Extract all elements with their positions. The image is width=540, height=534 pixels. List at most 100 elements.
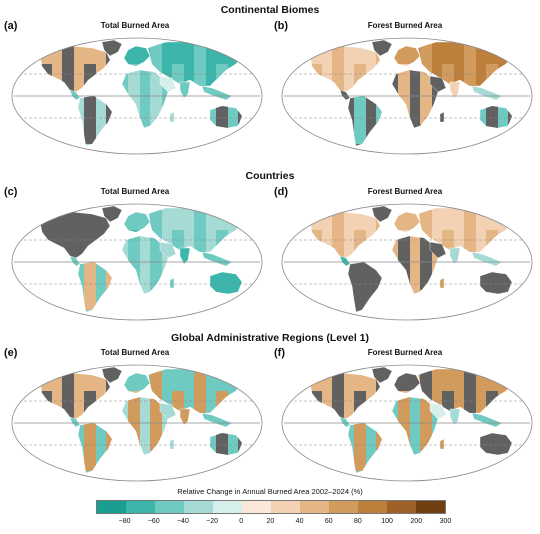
colorbar-swatch (329, 501, 358, 513)
colorbar-swatch (126, 501, 155, 513)
world-map (281, 203, 533, 321)
region-madagascar (439, 438, 445, 450)
region-arabia (429, 75, 447, 93)
colorbar-swatch (213, 501, 242, 513)
panel-letter: (a) (4, 20, 18, 32)
region-australia-patch (210, 106, 242, 128)
colorbar-tick-label: 100 (381, 518, 393, 525)
colorbar-tick-label: −40 (176, 518, 189, 525)
region-newZealand (247, 291, 255, 305)
region-northAmerica (39, 211, 111, 259)
region-europe-patch (124, 373, 150, 393)
map-panel: (d) Forest Burned Area (274, 186, 536, 328)
region-seAsia (201, 85, 233, 101)
region-centralAmerica (69, 89, 81, 101)
colorbar-swatch (387, 501, 416, 513)
region-arabia (429, 402, 447, 420)
colorbar-swatch (358, 501, 387, 513)
map-panel: (e) Total Burned Area (4, 347, 266, 489)
panel-title: Forest Burned Area (367, 21, 443, 30)
region-seAsia (471, 412, 503, 428)
panel-letter: (b) (274, 20, 289, 32)
region-newZealand (517, 291, 525, 305)
colorbar-swatch (416, 501, 445, 513)
region-centralAmerica (339, 416, 351, 428)
region-madagascar (439, 277, 445, 289)
region-newZealand (517, 125, 525, 139)
region-seAsia (471, 251, 503, 267)
panel-letter: (e) (4, 347, 18, 359)
panel-letter: (c) (4, 186, 18, 198)
colorbar-swatch (97, 501, 126, 513)
panel-title: Forest Burned Area (367, 187, 443, 196)
globe-outline (281, 364, 533, 482)
map-panel: (c) Total Burned Area (4, 186, 266, 328)
region-arabia (159, 241, 177, 259)
world-map (11, 37, 263, 155)
colorbar-tick-label: 300 (439, 518, 452, 525)
region-greenland (371, 205, 393, 223)
colorbar-title: Relative Change in Annual Burned Area 20… (177, 487, 363, 496)
colorbar-swatch (271, 501, 300, 513)
region-greenland (101, 205, 123, 223)
region-greenland (101, 39, 123, 57)
globe-outline (11, 364, 263, 482)
region-madagascar (169, 438, 175, 450)
panel-title: Total Burned Area (100, 21, 170, 30)
region-australia-patch (210, 433, 242, 455)
section-title: Countries (245, 170, 295, 182)
colorbar-tick-label: 200 (410, 518, 423, 525)
colorbar-tick-label: −80 (118, 518, 131, 525)
region-madagascar (169, 111, 175, 123)
region-newZealand (247, 452, 255, 466)
map-panel: (f) Forest Burned Area (274, 347, 536, 489)
colorbar-tick-labels: −80 −60 −40 −20 0 20 40 60 80 100 200 300 (96, 518, 452, 530)
colorbar (96, 500, 446, 514)
colorbar-swatch (242, 501, 271, 513)
region-newZealand (247, 125, 255, 139)
region-seAsia (201, 412, 233, 428)
map-panel: (b) Forest Burned Area (274, 20, 536, 162)
colorbar-swatch (300, 501, 329, 513)
colorbar-tick-label: 40 (295, 518, 304, 525)
region-greenland (371, 366, 393, 384)
region-arabia (429, 241, 447, 259)
world-map (281, 37, 533, 155)
globe-outline (281, 37, 533, 155)
region-australia-patch (480, 106, 512, 128)
region-arabia (159, 75, 177, 93)
region-europe-patch (394, 373, 420, 393)
region-greenland (101, 366, 123, 384)
region-europe-patch (394, 212, 420, 232)
region-europe-patch (124, 212, 150, 232)
region-europe-patch (124, 46, 150, 66)
region-centralAmerica (69, 255, 81, 267)
panel-letter: (f) (274, 347, 285, 359)
region-madagascar (439, 111, 445, 123)
panel-title: Total Burned Area (100, 187, 170, 196)
region-australia (479, 271, 513, 295)
region-seAsia (471, 85, 503, 101)
colorbar-tick-label: 20 (266, 518, 275, 525)
region-australia (479, 432, 513, 456)
colorbar-tick-label: −20 (206, 518, 219, 525)
section-title: Continental Biomes (220, 4, 320, 16)
panel-title: Total Burned Area (100, 348, 170, 357)
region-centralAmerica (69, 416, 81, 428)
panel-title: Forest Burned Area (367, 348, 443, 357)
colorbar-tick-label: −60 (147, 518, 160, 525)
colorbar-tick-label: 0 (239, 518, 244, 525)
region-arabia (159, 402, 177, 420)
colorbar-swatch (155, 501, 184, 513)
region-newZealand (517, 452, 525, 466)
map-panel: (a) Total Burned Area (4, 20, 266, 162)
panel-letter: (d) (274, 186, 289, 198)
globe-outline (11, 37, 263, 155)
world-map (11, 203, 263, 321)
region-australia (209, 271, 243, 295)
colorbar-swatch (184, 501, 213, 513)
world-map (281, 364, 533, 482)
colorbar-tick-label: 80 (354, 518, 362, 525)
region-madagascar (169, 277, 175, 289)
globe-outline (11, 203, 263, 321)
